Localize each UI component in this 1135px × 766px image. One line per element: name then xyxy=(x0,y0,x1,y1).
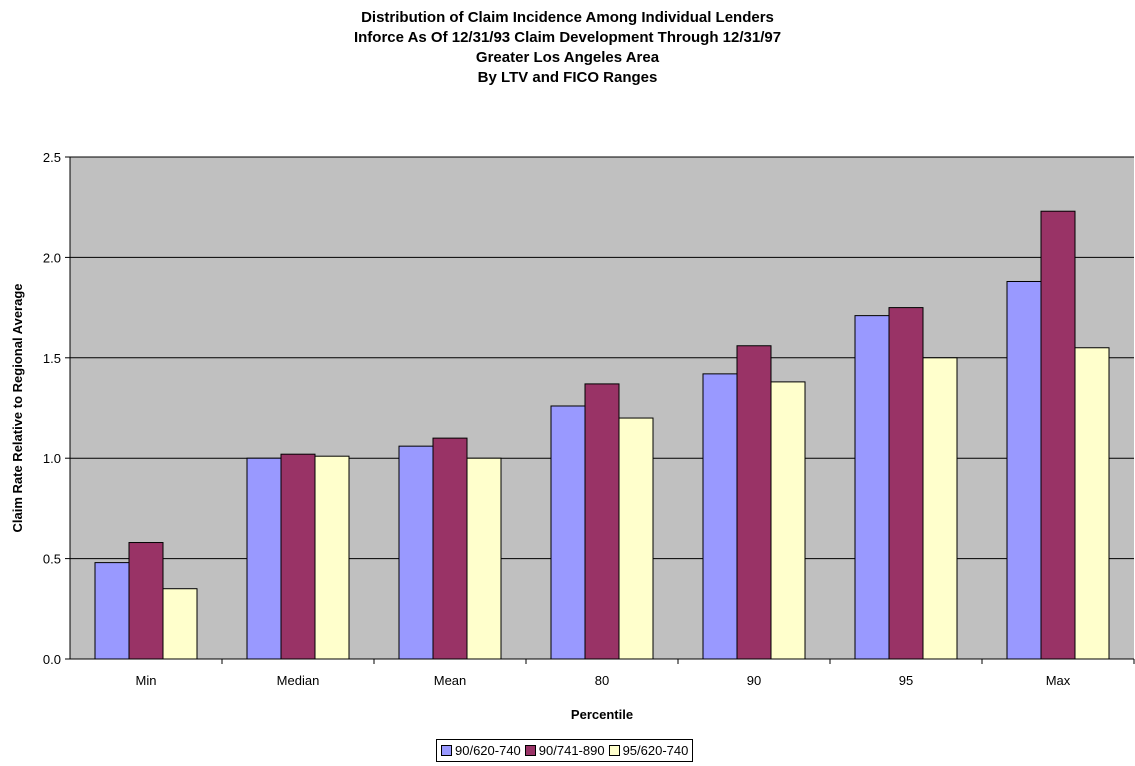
x-tick-label: 90 xyxy=(747,673,761,688)
bar-min-series-2 xyxy=(128,542,164,660)
bar-95-series-2 xyxy=(888,307,924,660)
bars xyxy=(94,210,1110,660)
legend-item-1: 90/620-740 xyxy=(441,743,521,758)
title-line-1: Distribution of Claim Incidence Among In… xyxy=(361,9,774,26)
x-tick-label: 80 xyxy=(595,673,609,688)
y-tick-label: 2.5 xyxy=(43,150,61,165)
y-tick-label: 1.5 xyxy=(43,351,61,366)
bar-median-series-1 xyxy=(246,457,282,660)
title-line-4: By LTV and FICO Ranges xyxy=(477,69,658,86)
bar-max-series-3 xyxy=(1074,347,1110,660)
legend-item-2: 90/741-890 xyxy=(524,743,605,758)
bar-median-series-2 xyxy=(280,453,316,660)
legend-swatch xyxy=(608,745,620,756)
bar-90-series-1 xyxy=(702,373,738,660)
x-tick-label: Min xyxy=(136,673,157,688)
legend-label: 95/620-740 xyxy=(622,743,689,758)
bar-80-series-1 xyxy=(550,405,586,660)
bar-95-series-1 xyxy=(854,315,890,660)
bar-90-series-3 xyxy=(770,381,806,660)
bar-mean-series-3 xyxy=(466,457,502,660)
bar-95-series-3 xyxy=(922,357,958,660)
bar-median-series-3 xyxy=(314,455,350,660)
y-axis-title: Claim Rate Relative to Regional Average xyxy=(10,283,25,532)
legend-swatch xyxy=(524,745,536,756)
x-tick-label: 95 xyxy=(899,673,913,688)
legend-swatch xyxy=(441,745,452,756)
axes: 0.0 0.5 1.0 1.5 2.0 2.5 Min Median Mean 80 90 95 Max xyxy=(43,150,1135,688)
bar-80-series-3 xyxy=(618,417,654,660)
title-line-2: Inforce As Of 12/31/93 Claim Development… xyxy=(353,29,782,46)
y-tick-label: 1.0 xyxy=(43,451,61,466)
bar-mean-series-2 xyxy=(432,437,468,660)
x-tick-label: Mean xyxy=(434,673,467,688)
legend-item-3: 95/620-740 xyxy=(608,743,689,758)
y-tick-label: 0.5 xyxy=(43,552,61,567)
bar-80-series-2 xyxy=(584,383,620,660)
bar-90-series-2 xyxy=(736,345,772,660)
bar-min-series-3 xyxy=(162,588,198,660)
x-tick-label: Median xyxy=(277,673,320,688)
y-tick-label: 0.0 xyxy=(43,652,61,667)
x-tick-label: Max xyxy=(1046,673,1071,688)
bar-min-series-1 xyxy=(94,562,130,660)
legend-label: 90/741-890 xyxy=(538,743,605,758)
bar-max-series-1 xyxy=(1006,280,1042,660)
bar-mean-series-1 xyxy=(398,445,434,660)
chart-title: Distribution of Claim Incidence Among In… xyxy=(0,8,1135,88)
y-tick-label: 2.0 xyxy=(43,250,61,265)
legend: 90/620-740 90/741-890 95/620-740 xyxy=(436,739,694,762)
x-axis-title: Percentile xyxy=(571,707,633,722)
bar-max-series-2 xyxy=(1040,210,1076,660)
legend-label: 90/620-740 xyxy=(455,743,521,758)
title-line-3: Greater Los Angeles Area xyxy=(475,49,660,66)
